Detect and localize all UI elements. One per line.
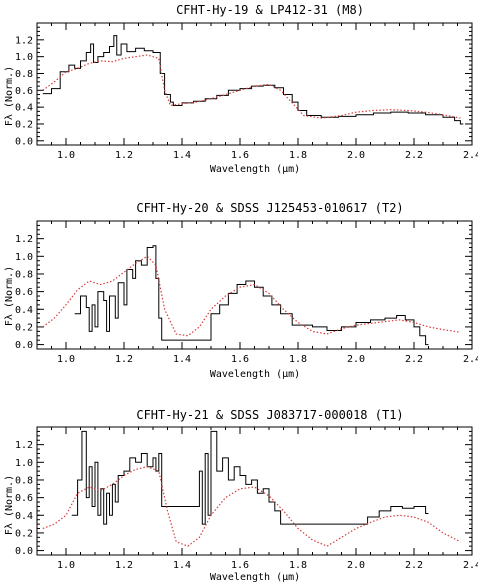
spectrum-histogram — [71, 430, 429, 525]
panel-1-frame — [36, 22, 473, 146]
y-tick-label: 0.0 — [15, 546, 33, 557]
x-tick-label: 2.2 — [405, 354, 423, 365]
x-tick-label: 1.0 — [57, 560, 75, 571]
panel-1-xlabel: Wavelength (μm) — [210, 164, 300, 175]
x-tick-label: 1.6 — [231, 560, 249, 571]
y-tick-label: 0.2 — [15, 528, 33, 539]
panel-2-series — [42, 245, 461, 346]
y-tick-label: 0.0 — [15, 340, 33, 351]
spectrum-histogram — [74, 245, 429, 346]
x-tick-label: 1.8 — [289, 354, 307, 365]
panel-2-xlabel: Wavelength (μm) — [210, 369, 300, 380]
y-tick-label: 0.6 — [15, 287, 33, 298]
x-tick-label: 2.0 — [347, 560, 365, 571]
spectrum-template-dotted — [42, 466, 461, 547]
y-tick-label: 0.2 — [15, 322, 33, 333]
y-tick-label: 1.0 — [15, 458, 33, 469]
x-tick-label: 2.2 — [405, 150, 423, 161]
panel-3-frame — [36, 426, 473, 556]
y-tick-label: 0.6 — [15, 493, 33, 504]
x-tick-label: 1.2 — [115, 354, 133, 365]
panel-1: CFHT-Hy-19 & LP412-31 (M8) 1.0 1.2 1.4 1.6 1… — [4, 3, 478, 175]
panel-1-ylabel: Fλ (Norm.) — [4, 66, 15, 126]
spectrum-histogram — [42, 35, 464, 125]
y-tick-label: 0.6 — [15, 86, 33, 97]
panel-3-ticks: 1.0 1.2 1.4 1.6 1.8 2.0 2.2 2.4 0.0 0.2 0.4 0.6 0.8 1… — [15, 427, 478, 571]
x-tick-label: 2.2 — [405, 560, 423, 571]
panel-2: CFHT-Hy-20 & SDSS J125453-010617 (T2) 1.… — [4, 201, 478, 380]
y-tick-label: 0.0 — [15, 136, 33, 147]
x-tick-label: 2.0 — [347, 354, 365, 365]
x-tick-label: 1.4 — [173, 150, 191, 161]
panel-3-title: CFHT-Hy-21 & SDSS J083717-000018 (T1) — [136, 408, 403, 422]
panel-1-title: CFHT-Hy-19 & LP412-31 (M8) — [176, 3, 364, 17]
y-tick-label: 1.0 — [15, 52, 33, 63]
panel-1-series — [42, 35, 464, 125]
y-tick-label: 0.8 — [15, 269, 33, 280]
panel-2-ticks: 1.0 1.2 1.4 1.6 1.8 2.0 2.2 2.4 0.0 0.2 0.4 0.6 0.8 1… — [15, 221, 478, 365]
panel-3: CFHT-Hy-21 & SDSS J083717-000018 (T1) 1.… — [4, 408, 478, 583]
x-tick-label: 1.4 — [173, 354, 191, 365]
spectrum-template-dotted — [42, 255, 461, 337]
x-tick-label: 1.2 — [115, 150, 133, 161]
y-tick-label: 0.8 — [15, 69, 33, 80]
x-tick-label: 2.4 — [463, 354, 478, 365]
y-tick-label: 1.2 — [15, 440, 33, 451]
panel-2-title: CFHT-Hy-20 & SDSS J125453-010617 (T2) — [136, 201, 403, 215]
panel-3-series — [42, 430, 461, 547]
panel-3-ylabel: Fλ (Norm.) — [4, 475, 15, 535]
x-tick-label: 1.4 — [173, 560, 191, 571]
x-tick-label: 1.0 — [57, 150, 75, 161]
x-tick-label: 1.8 — [289, 150, 307, 161]
x-tick-label: 2.0 — [347, 150, 365, 161]
x-tick-label: 1.6 — [231, 150, 249, 161]
y-tick-label: 1.0 — [15, 252, 33, 263]
y-tick-label: 0.4 — [15, 511, 33, 522]
y-tick-label: 0.2 — [15, 119, 33, 130]
y-tick-label: 1.2 — [15, 35, 33, 46]
y-tick-label: 0.8 — [15, 475, 33, 486]
y-tick-label: 1.2 — [15, 234, 33, 245]
x-tick-label: 2.4 — [463, 150, 478, 161]
x-tick-label: 1.0 — [57, 354, 75, 365]
x-tick-label: 1.6 — [231, 354, 249, 365]
panel-2-ylabel: Fλ (Norm.) — [4, 266, 15, 326]
panel-3-xlabel: Wavelength (μm) — [210, 572, 300, 583]
x-tick-label: 1.8 — [289, 560, 307, 571]
y-tick-label: 0.4 — [15, 305, 33, 316]
panel-1-ticks: 1.0 1.2 1.4 1.6 1.8 2.0 2.2 2.4 0.0 0.2 0.4 0.6 0.8 1… — [15, 23, 478, 161]
y-tick-label: 0.4 — [15, 103, 33, 114]
x-tick-label: 1.2 — [115, 560, 133, 571]
x-tick-label: 2.4 — [463, 560, 478, 571]
